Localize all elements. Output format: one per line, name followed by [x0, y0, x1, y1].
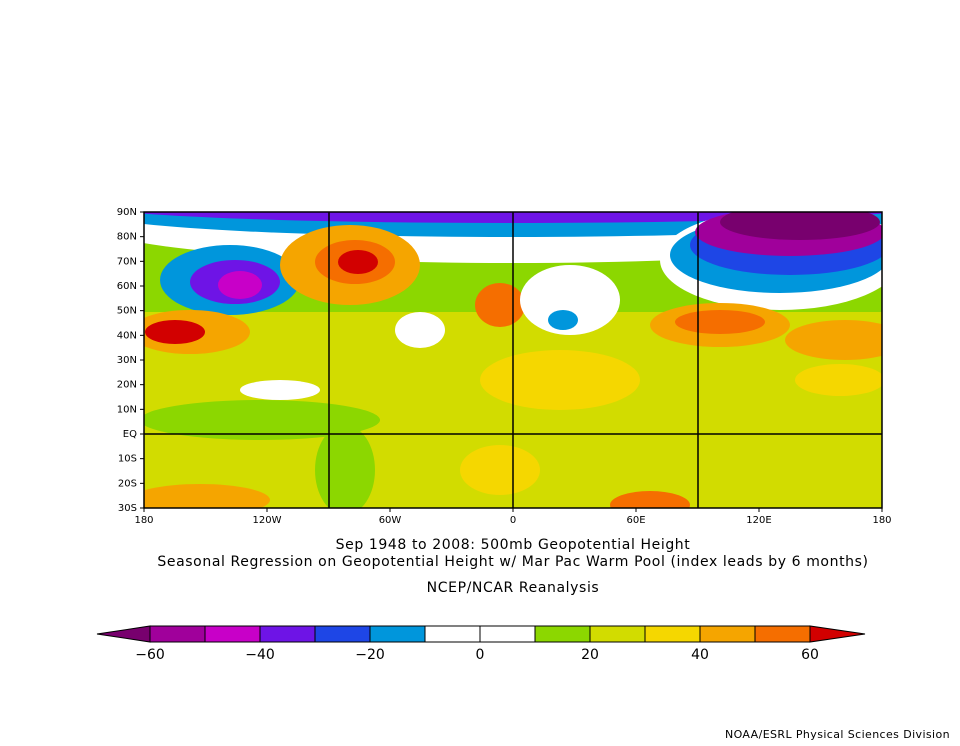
- lat-label: EQ: [123, 429, 137, 440]
- colorbar-label: 0: [476, 647, 485, 663]
- colorbar-box: [644, 625, 701, 643]
- colorbar-box: [369, 625, 426, 643]
- colorbar-box: [754, 625, 811, 643]
- lat-label: 10S: [118, 454, 137, 465]
- lon-label: 180: [134, 515, 153, 526]
- lon-label: 0: [510, 515, 516, 526]
- lat-label: 20S: [118, 478, 137, 489]
- colorbar-box: [424, 625, 481, 643]
- lon-label: 180: [872, 515, 891, 526]
- colorbar-label: 40: [691, 647, 709, 663]
- colorbar-box: [534, 625, 591, 643]
- colorbar-label: 60: [801, 647, 819, 663]
- lat-label: 80N: [117, 232, 137, 243]
- field: [144, 212, 882, 508]
- lat-label: 40N: [117, 330, 137, 341]
- lat-label: 50N: [117, 306, 137, 317]
- lat-label: 30N: [117, 355, 137, 366]
- colorbar-label: −40: [245, 647, 275, 663]
- source: NCEP/NCAR Reanalysis: [427, 580, 600, 596]
- lat-label: 70N: [117, 256, 137, 267]
- lat-label: 20N: [117, 380, 137, 391]
- colorbar-box: [204, 625, 261, 643]
- colorbar-label: −60: [135, 647, 165, 663]
- colorbar-under: [96, 625, 151, 643]
- colorbar-box: [149, 625, 206, 643]
- colorbar-box: [479, 625, 536, 643]
- colorbar-box: [589, 625, 646, 643]
- colorbar-box: [259, 625, 316, 643]
- colorbar-box: [699, 625, 756, 643]
- colorbar-box: [314, 625, 371, 643]
- lon-label: 60E: [626, 515, 645, 526]
- lat-label: 90N: [117, 207, 137, 218]
- lat-label: 60N: [117, 281, 137, 292]
- lat-label: 10N: [117, 404, 137, 415]
- lat-label: 30S: [118, 503, 137, 514]
- lon-label: 60W: [379, 515, 402, 526]
- lon-label: 120W: [253, 515, 282, 526]
- colorbar-label: 20: [581, 647, 599, 663]
- credit: NOAA/ESRL Physical Sciences Division: [725, 728, 950, 741]
- lon-label: 120E: [746, 515, 771, 526]
- title-line1: Sep 1948 to 2008: 500mb Geopotential Hei…: [336, 537, 691, 553]
- colorbar-over: [809, 625, 866, 643]
- title-line2: Seasonal Regression on Geopotential Heig…: [157, 554, 868, 570]
- colorbar-label: −20: [355, 647, 385, 663]
